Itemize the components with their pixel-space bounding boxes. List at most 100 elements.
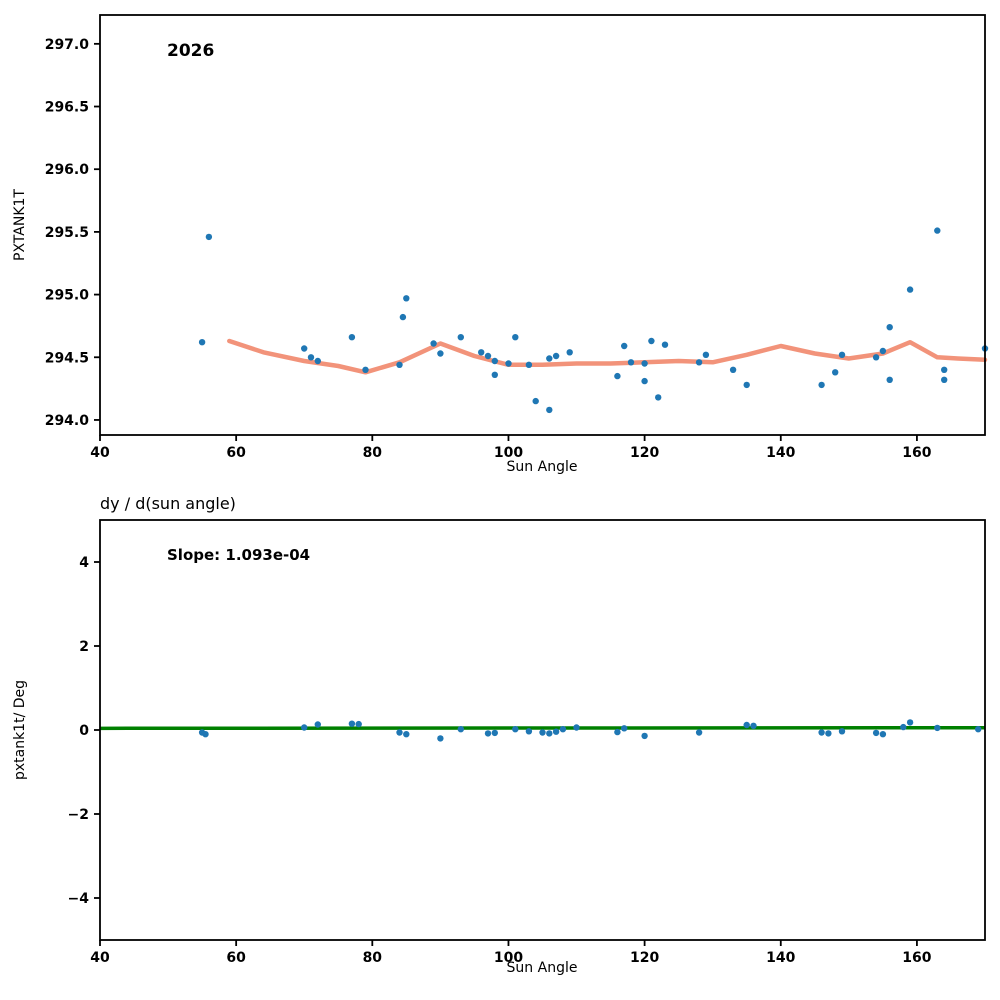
top-chart-scatter-point: [198, 339, 206, 346]
top-chart-y-tick-label: 296.0: [45, 162, 90, 178]
top-chart-x-tick-label: 40: [90, 445, 110, 461]
bottom-chart-scatter-point: [552, 728, 560, 735]
top-chart-scatter-point: [627, 359, 635, 366]
bottom-chart-y-tick-label: 4: [79, 555, 89, 571]
top-chart-scatter-point: [362, 366, 369, 373]
bottom-chart-scatter-point: [301, 724, 308, 731]
top-chart-scatter-point: [399, 313, 407, 321]
top-chart-scatter-point: [641, 377, 648, 385]
bottom-chart-scatter-point: [838, 728, 846, 735]
bottom-chart-scatter-point: [559, 726, 567, 733]
top-chart-scatter-point: [430, 340, 437, 347]
bottom-chart-scatter-point: [879, 731, 887, 738]
bottom-chart-x-tick-label: 120: [630, 950, 659, 966]
bottom-chart-scatter-point: [202, 731, 209, 738]
top-chart-scatter-point: [702, 351, 710, 358]
top-chart-scatter-point: [695, 359, 703, 366]
bottom-chart-y-tick-label: −4: [68, 891, 90, 907]
top-chart-y-tick-label: 295.5: [45, 225, 89, 241]
top-chart-x-tick-label: 80: [363, 445, 383, 461]
top-chart-scatter-point: [491, 357, 498, 365]
top-chart-annotation-year: 2026: [167, 41, 215, 61]
bottom-chart-y-tick-label: 2: [79, 639, 89, 655]
bottom-chart-scatter-point: [750, 722, 757, 729]
bottom-chart-scatter-point: [934, 724, 941, 732]
top-chart-scatter-point: [512, 334, 519, 341]
top-chart-scatter-point: [838, 351, 846, 358]
bottom-chart-scatter-point: [491, 729, 498, 737]
top-chart-scatter-point: [641, 360, 648, 367]
top-chart-scatter-point: [941, 366, 948, 373]
top-chart-scatter-point: [886, 324, 893, 331]
top-chart-scatter-point: [403, 295, 410, 302]
top-chart-scatter-point: [743, 381, 750, 389]
top-chart-scatter-point: [934, 227, 941, 234]
top-chart-scatter-point: [941, 376, 948, 383]
top-chart-scatter-point: [566, 349, 573, 356]
bottom-chart-scatter-point: [525, 728, 533, 735]
top-chart-scatter-point: [301, 345, 308, 352]
bottom-chart-y-tick-label: −2: [68, 807, 89, 823]
bottom-chart-scatter-point: [975, 726, 982, 733]
top-chart-x-axis-label: Sun Angle: [506, 459, 578, 475]
top-chart-scatter-point: [491, 371, 498, 378]
top-chart-scatter-point: [478, 349, 485, 356]
bottom-chart-title: dy / d(sun angle): [100, 494, 236, 513]
top-chart-scatter-point: [348, 334, 356, 341]
bottom-chart-x-tick-label: 80: [363, 950, 383, 966]
top-chart-scatter-point: [546, 355, 553, 362]
bottom-chart-scatter-point: [396, 729, 403, 736]
bottom-chart-scatter-point: [355, 720, 362, 728]
top-chart-scatter-point: [648, 337, 655, 345]
bottom-chart-x-tick-label: 100: [494, 950, 523, 966]
top-chart-y-axis-label: PXTANK1T: [12, 189, 28, 261]
bottom-chart-scatter-point: [818, 729, 825, 736]
bottom-chart-axes-spines: [99, 519, 986, 941]
top-chart-scatter-point: [437, 350, 444, 357]
top-chart-scatter-point: [872, 354, 880, 361]
top-chart-scatter-point: [832, 369, 839, 376]
bottom-chart-scatter-point: [457, 726, 464, 733]
top-chart-scatter-point: [457, 334, 464, 341]
bottom-chart-scatter-point: [743, 721, 750, 729]
bottom-chart-scatter-point: [906, 719, 914, 726]
top-chart-x-tick-label: 100: [494, 445, 523, 461]
bottom-chart-scatter-point: [641, 732, 648, 740]
top-chart-x-tick-label: 120: [630, 445, 659, 461]
slope-fit-line: [99, 725, 986, 731]
bottom-chart-scatter-point: [403, 731, 410, 738]
bottom-chart-scatter-point: [437, 735, 444, 742]
top-chart-y-tick-label: 296.5: [45, 100, 89, 116]
top-chart-y-tick-label: 294.5: [45, 350, 89, 366]
bottom-chart-scatter-point: [695, 729, 703, 736]
top-chart-scatter-point: [879, 347, 887, 355]
top-chart-y-tick-label: 297.0: [45, 37, 90, 53]
bottom-chart-x-tick-label: 60: [226, 950, 246, 966]
top-chart-x-tick-label: 60: [226, 445, 246, 461]
top-chart-scatter-point: [655, 394, 662, 401]
top-chart-scatter-point: [307, 354, 315, 361]
top-chart-scatter-point: [552, 352, 560, 360]
top-chart-scatter-point: [314, 357, 321, 365]
top-chart-axes-spines: [99, 14, 986, 436]
top-chart-scatter-point: [505, 360, 512, 367]
top-chart-scatter-point: [525, 361, 533, 368]
bottom-chart-x-tick-label: 140: [766, 950, 795, 966]
top-chart-scatter-point: [906, 286, 914, 293]
top-chart-y-tick-label: 294.0: [45, 413, 90, 429]
trend-line: [227, 338, 988, 375]
top-chart-scatter-point: [532, 397, 539, 405]
top-chart-scatter-point: [205, 233, 213, 241]
bottom-chart-scatter-point: [512, 726, 519, 733]
bottom-chart-scatter-point: [900, 723, 907, 731]
bottom-chart-scatter-point: [614, 728, 621, 736]
bottom-chart-scatter-point: [348, 720, 356, 727]
bottom-chart-x-tick-label: 160: [902, 950, 931, 966]
top-chart-scatter-point: [886, 376, 893, 383]
bottom-chart-scatter-point: [573, 724, 580, 731]
bottom-chart-scatter-point: [546, 730, 553, 737]
top-chart-y-tick-label: 295.0: [45, 288, 90, 304]
bottom-chart-scatter-point: [872, 729, 880, 737]
